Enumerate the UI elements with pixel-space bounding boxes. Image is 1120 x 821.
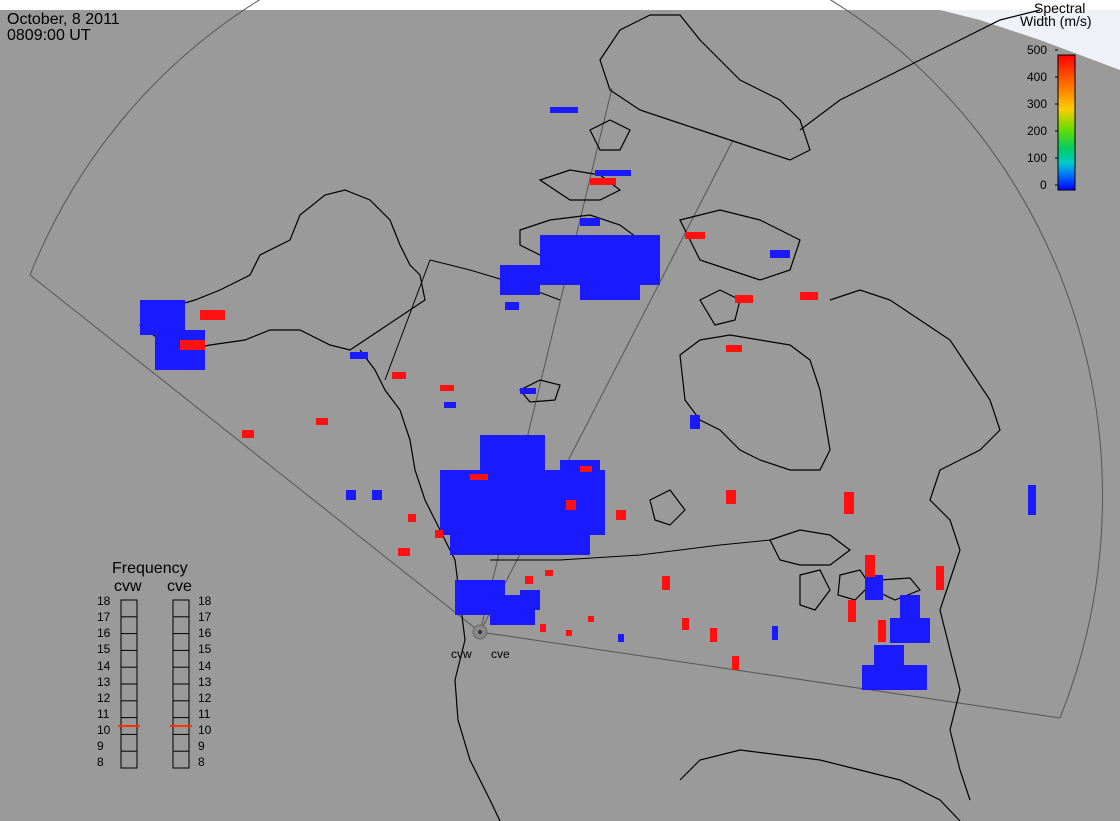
map-time: 0809:00 UT xyxy=(7,27,91,44)
colorbar-tick-label: 200 xyxy=(1027,124,1048,138)
frequency-scale-label: 14 xyxy=(198,658,212,673)
frequency-scale-label: 9 xyxy=(97,739,104,754)
frequency-scale-label: 15 xyxy=(198,642,212,657)
frequency-scale-label: 17 xyxy=(198,610,212,625)
frequency-radar-label: cve xyxy=(167,578,192,595)
colorbar-tick-label: 0 xyxy=(1040,178,1047,192)
echoes-high-spectral-width xyxy=(180,178,944,670)
radar-site-label: cve xyxy=(491,647,510,661)
colorbar-title-line2: Width (m/s) xyxy=(1020,13,1092,29)
frequency-scale-label: 14 xyxy=(97,658,111,673)
colorbar-tick-label: 400 xyxy=(1027,70,1048,84)
radar-site-label: cvw xyxy=(451,647,472,661)
frequency-scale-label: 18 xyxy=(97,594,111,608)
polar-ice-region xyxy=(940,10,1120,70)
colorbar-gradient xyxy=(1057,54,1076,191)
frequency-scale-label: 9 xyxy=(198,739,205,754)
colorbar-tick-label: 500 xyxy=(1027,43,1048,57)
frequency-title: Frequency xyxy=(112,560,188,577)
frequency-scale-label: 12 xyxy=(198,690,212,705)
frequency-scale-label: 8 xyxy=(198,755,205,770)
top-white-strip xyxy=(0,0,1120,10)
frequency-scale-label: 18 xyxy=(198,594,212,608)
frequency-scale-label: 16 xyxy=(198,626,212,641)
coastlines xyxy=(139,9,1041,821)
radar-site-dot xyxy=(478,630,482,634)
map-date: October, 8 2011 xyxy=(7,11,120,28)
colorbar-tick-marks xyxy=(1055,49,1058,186)
frequency-scale-label: 13 xyxy=(198,674,212,689)
frequency-scale-label: 11 xyxy=(97,706,110,721)
colorbar-title-line1: Spectral xyxy=(1034,0,1086,16)
frequency-scale-label: 16 xyxy=(97,626,111,641)
frequency-scale-label: 12 xyxy=(97,690,111,705)
frequency-scale-label: 10 xyxy=(97,723,111,738)
frequency-scale-label: 15 xyxy=(97,642,111,657)
frequency-scale-label: 11 xyxy=(198,706,211,721)
echoes-low-spectral-width xyxy=(140,107,1036,690)
colorbar-tick-label: 300 xyxy=(1027,97,1048,111)
frequency-scale-label: 8 xyxy=(97,755,104,770)
frequency-radar-label: cvw xyxy=(114,578,142,595)
frequency-scale-label: 13 xyxy=(97,674,111,689)
frequency-scale-label: 10 xyxy=(198,723,212,738)
frequency-grid xyxy=(121,616,189,769)
colorbar-tick-label: 100 xyxy=(1027,151,1048,165)
frequency-scale-label: 17 xyxy=(97,610,111,625)
